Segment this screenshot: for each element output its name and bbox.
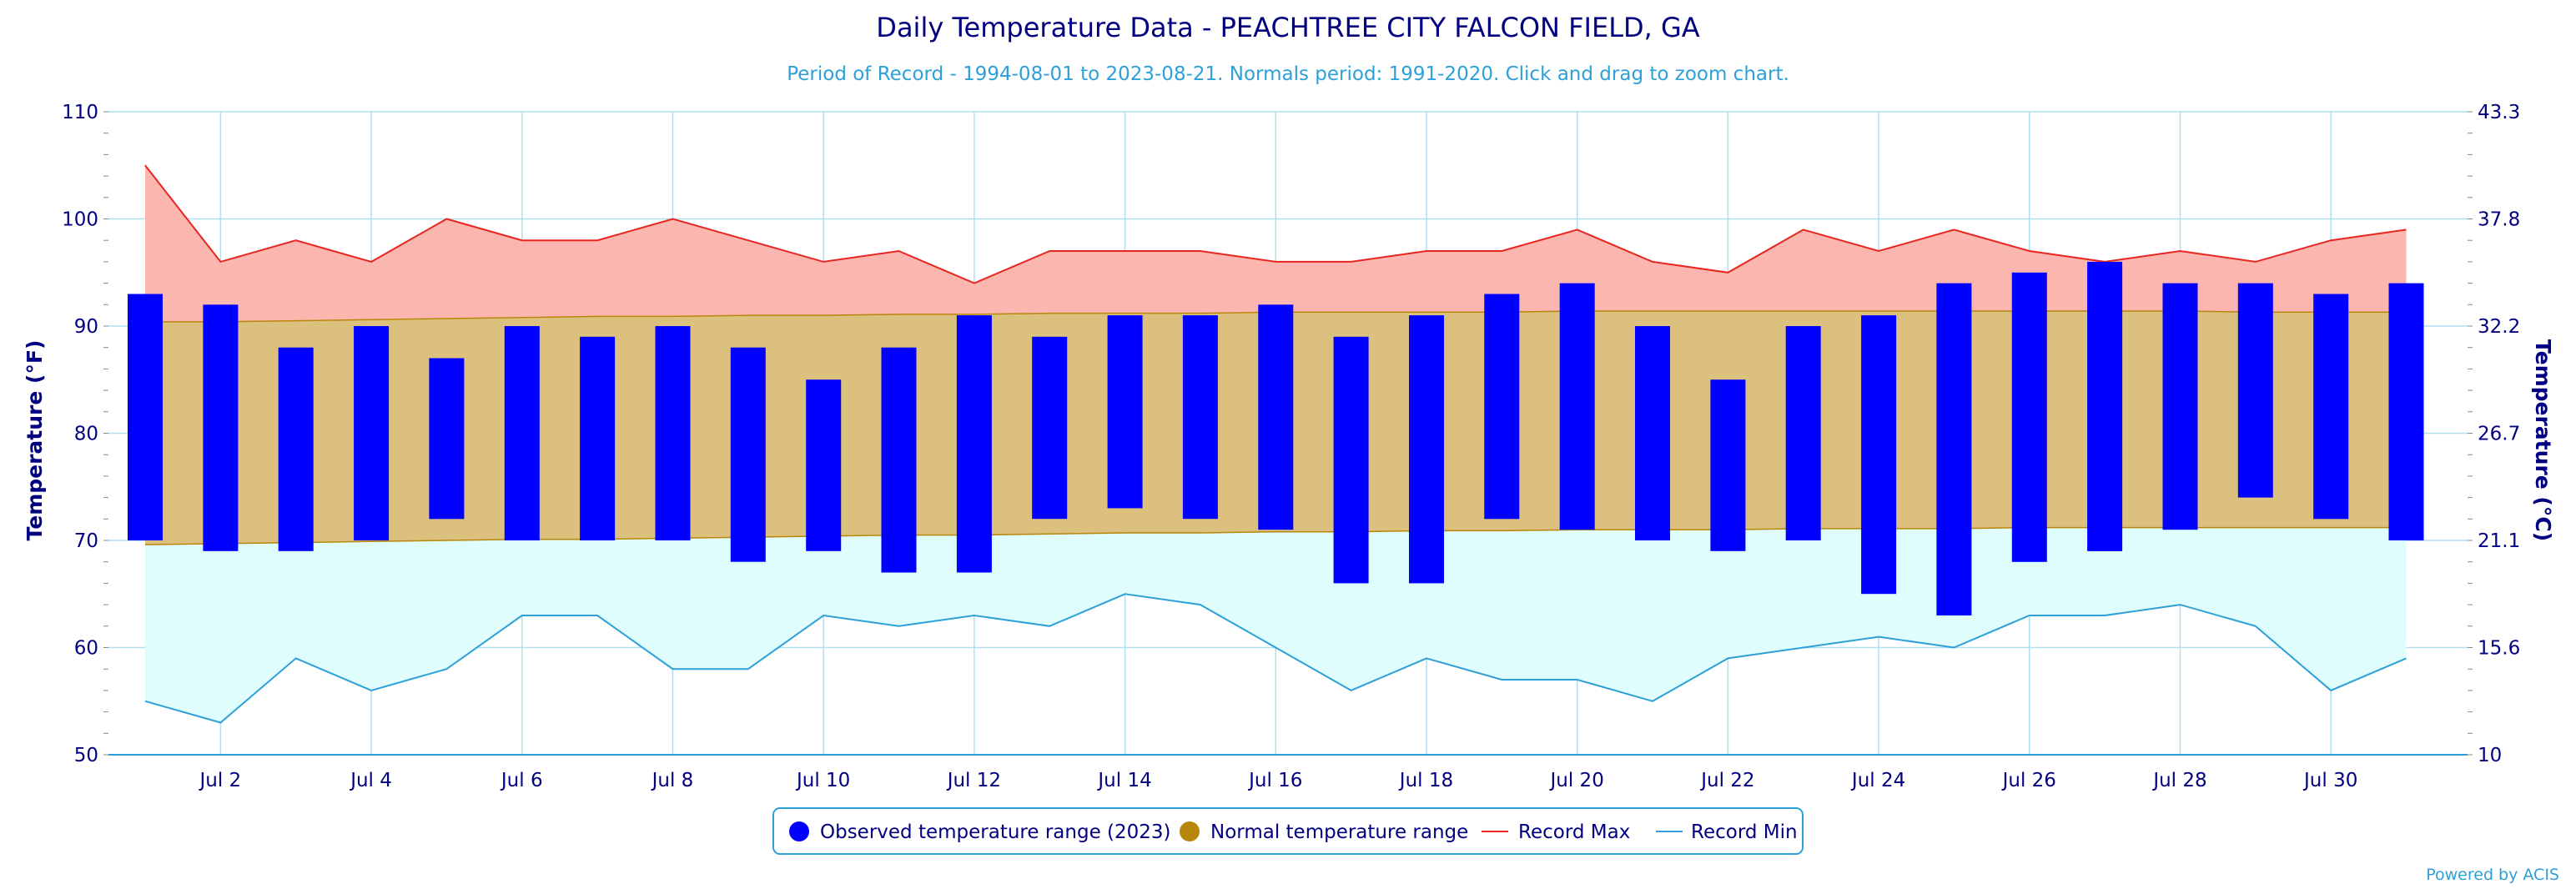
record-max-area	[145, 165, 2407, 322]
observed-range-bar	[1333, 336, 1369, 584]
observed-range-bar	[1635, 326, 1670, 540]
y-tick-label-right: 10	[2478, 745, 2502, 766]
observed-range-bar	[1861, 315, 1897, 595]
observed-range-bar	[1559, 283, 1595, 530]
y-tick-label-right: 26.7	[2478, 424, 2520, 445]
legend-marker-normal	[1180, 821, 1200, 841]
x-tick-label: Jul 24	[1850, 770, 1905, 791]
y-tick-label-left: 90	[74, 316, 98, 338]
legend-marker-observed	[789, 821, 809, 841]
x-tick-label: Jul 18	[1398, 770, 1453, 791]
observed-range-bar	[2237, 283, 2273, 498]
chart-subtitle: Period of Record - 1994-08-01 to 2023-08…	[787, 63, 1789, 85]
x-tick-label: Jul 22	[1699, 770, 1754, 791]
axes: 50 10 60 15.6 70 21.1 80 26.7 90 32.2 100 37.8 110 43…	[62, 102, 2520, 791]
y-tick-label-left: 60	[74, 638, 98, 660]
legend-label-record-max[interactable]: Record Max	[1518, 821, 1630, 843]
observed-range-bar	[429, 358, 465, 520]
observed-range-bar	[1258, 304, 1294, 530]
x-tick-label: Jul 20	[1549, 770, 1604, 791]
legend-label-record-min[interactable]: Record Min	[1691, 821, 1798, 843]
x-tick-label: Jul 8	[651, 770, 694, 791]
observed-range-bar	[354, 326, 390, 540]
y-tick-label-left: 100	[62, 209, 98, 231]
x-tick-label: Jul 30	[2302, 770, 2357, 791]
observed-range-bar	[2388, 283, 2424, 540]
y-tick-label-right: 43.3	[2478, 102, 2520, 123]
x-tick-label: Jul 12	[946, 770, 1001, 791]
x-tick-label: Jul 10	[795, 770, 850, 791]
y-tick-label-right: 32.2	[2478, 316, 2520, 338]
observed-range-bar	[956, 315, 992, 573]
y-tick-label-left: 50	[74, 745, 98, 766]
record-min-area	[145, 527, 2407, 723]
x-tick-label: Jul 4	[349, 770, 392, 791]
legend-box	[772, 807, 1804, 855]
legend[interactable]: Observed temperature range (2023) Normal…	[772, 807, 1804, 855]
observed-range-bar	[1107, 315, 1143, 509]
observed-range-bar	[1409, 315, 1444, 584]
observed-range-bar	[1710, 379, 1746, 551]
y-tick-label-right: 15.6	[2478, 638, 2520, 660]
observed-range-bar	[881, 347, 917, 573]
record-min-line	[144, 593, 2407, 724]
legend-label-observed[interactable]: Observed temperature range (2023)	[820, 821, 1171, 843]
observed-range-bar	[655, 326, 691, 540]
record-max-line	[144, 164, 2407, 284]
observed-range-bar	[128, 294, 163, 540]
y-tick-label-left: 80	[74, 424, 98, 445]
y-tick-label-left: 110	[62, 102, 98, 123]
y-axis-title-left: Temperature (°F)	[23, 340, 47, 541]
observed-range-bar	[580, 336, 616, 540]
observed-range-bar	[2162, 283, 2198, 530]
y-tick-label-right: 37.8	[2478, 209, 2520, 231]
observed-range-bar	[2087, 261, 2123, 551]
x-tick-label: Jul 14	[1096, 770, 1151, 791]
x-tick-label: Jul 2	[198, 770, 241, 791]
observed-bars	[128, 261, 2424, 615]
observed-range-bar	[806, 379, 842, 551]
observed-range-bar	[1785, 326, 1821, 540]
x-tick-label: Jul 28	[2151, 770, 2206, 791]
x-tick-label: Jul 26	[2001, 770, 2056, 791]
x-tick-label: Jul 16	[1247, 770, 1302, 791]
legend-label-normal[interactable]: Normal temperature range	[1210, 821, 1468, 843]
y-tick-label-right: 21.1	[2478, 530, 2520, 552]
chart-title: Daily Temperature Data - PEACHTREE CITY …	[876, 12, 1700, 43]
x-tick-label: Jul 6	[500, 770, 543, 791]
observed-range-bar	[2011, 272, 2047, 562]
observed-range-bar	[1032, 336, 1068, 520]
observed-range-bar	[203, 304, 239, 551]
observed-range-bar	[1484, 294, 1520, 520]
observed-range-bar	[1936, 283, 1972, 615]
observed-range-bar	[1182, 315, 1218, 520]
observed-range-bar	[730, 347, 766, 562]
y-tick-label-left: 70	[74, 530, 98, 552]
y-axis-title-right: Temperature (°C)	[2531, 339, 2555, 541]
credit-link[interactable]: Powered by ACIS	[2426, 866, 2559, 884]
observed-range-bar	[504, 326, 540, 540]
observed-range-bar	[278, 347, 314, 551]
observed-range-bar	[2313, 294, 2349, 520]
